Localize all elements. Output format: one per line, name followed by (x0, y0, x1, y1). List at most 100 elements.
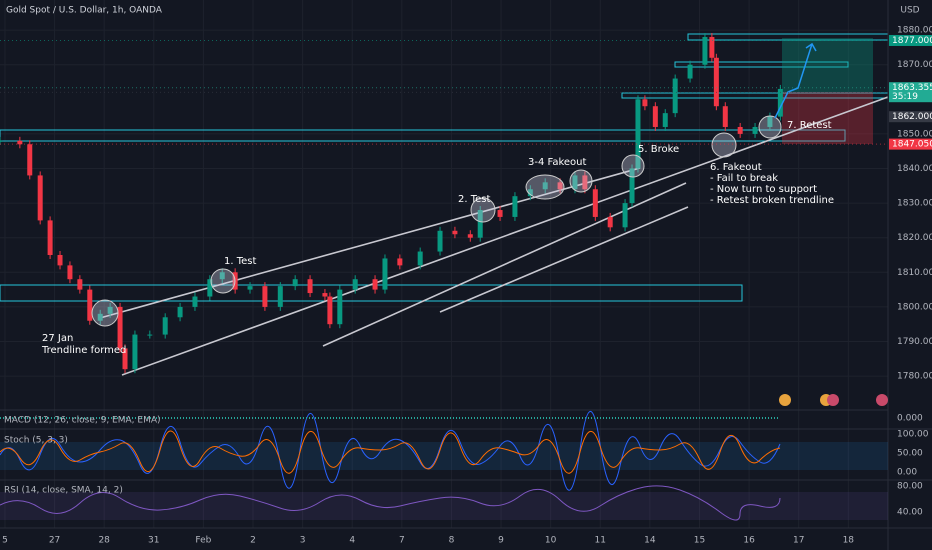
candle (117, 306, 123, 349)
trendline (121, 96, 889, 376)
annotation: Trendline formed (41, 345, 126, 356)
candle (382, 258, 388, 290)
y-tick-label: 1850.000 (897, 129, 932, 139)
pane-label: Stoch (5, 3, 3) (4, 436, 68, 446)
candle (327, 296, 333, 325)
candle (592, 189, 598, 217)
x-tick-label: 11 (595, 536, 606, 546)
zone (0, 129, 846, 142)
candle (737, 126, 743, 134)
candle (307, 279, 313, 294)
candle (572, 175, 578, 190)
price-label: 1862.000 (892, 112, 932, 122)
event-icon[interactable] (876, 394, 888, 406)
y-tick-label: 1800.000 (897, 302, 932, 312)
marker (525, 174, 565, 200)
marker (470, 197, 496, 223)
candle (277, 286, 283, 307)
candle (417, 251, 423, 266)
x-tick-label: Feb (195, 536, 211, 546)
candle (622, 203, 628, 228)
candles (0, 33, 783, 374)
candle (652, 106, 658, 127)
pane-label: MACD (12, 26, close, 9, EMA, EMA) (4, 416, 161, 426)
candle (607, 216, 613, 228)
stoch-band (0, 442, 888, 470)
grid (0, 0, 888, 528)
event-icon[interactable] (827, 394, 839, 406)
x-tick-label: 14 (644, 536, 656, 546)
event-icon[interactable] (779, 394, 791, 406)
pane-tick-label: 50.00 (897, 449, 923, 459)
x-tick-label: 4 (349, 536, 355, 546)
candle (107, 306, 113, 314)
y-tick-label: 1830.000 (897, 199, 932, 209)
pane-tick-label: 80.00 (897, 482, 923, 492)
zone (674, 61, 849, 68)
candle (37, 175, 43, 221)
candle (57, 254, 63, 266)
annotation: 6. Fakeout (710, 162, 762, 173)
pane-tick-label: 0.00 (897, 468, 917, 478)
x-tick-label: 7 (399, 536, 405, 546)
annotation: 7. Retest (787, 120, 832, 131)
chart-title: Gold Spot / U.S. Dollar, 1h, OANDA (6, 6, 163, 16)
candle (557, 182, 563, 190)
rsi-line (0, 485, 781, 521)
x-tick-label: 27 (49, 536, 60, 546)
candle (542, 182, 548, 190)
candle (672, 78, 678, 114)
candle (477, 210, 483, 238)
x-tick-label: 3 (300, 536, 306, 546)
candle (292, 279, 298, 287)
x-tick-label: 8 (449, 536, 455, 546)
candle (629, 168, 635, 204)
candle (642, 99, 648, 107)
candle (122, 348, 128, 370)
candle (67, 265, 73, 280)
target-zone (782, 38, 873, 92)
marker (91, 299, 119, 327)
candle (77, 279, 83, 290)
candle (247, 286, 253, 290)
candle (97, 313, 103, 321)
price-label-box (889, 111, 932, 123)
candle (162, 317, 168, 335)
price-label-box (889, 34, 932, 46)
stop-zone (782, 92, 873, 144)
currency: USD (900, 6, 919, 16)
stoch-signal (0, 430, 781, 474)
trendline (439, 206, 689, 313)
x-tick-label: 31 (148, 536, 159, 546)
price-label-box (889, 82, 932, 103)
y-tick-label: 1820.000 (897, 233, 932, 243)
y-tick-label: 1780.000 (897, 372, 932, 382)
candle (777, 88, 783, 117)
pane-tick-label: 100.00 (897, 430, 929, 440)
candle (497, 210, 503, 217)
candle (0, 140, 3, 142)
candle (372, 279, 378, 290)
arrow-head (805, 42, 817, 52)
marker (758, 115, 782, 139)
pane-tick-label: 0.000 (897, 414, 923, 424)
candle (662, 113, 668, 127)
candle (192, 296, 198, 307)
candle (207, 279, 213, 297)
candle (47, 220, 53, 255)
y-tick-label: 1880.000 (897, 26, 932, 36)
candle (322, 293, 328, 297)
price-label: 1863.355 (892, 83, 932, 93)
candle (352, 279, 358, 290)
y-tick-label: 1810.000 (897, 268, 932, 278)
candle (635, 99, 641, 169)
price-countdown: 35:19 (892, 92, 918, 102)
annotation: 1. Test (224, 256, 256, 267)
candle (219, 272, 225, 280)
x-tick-label: 18 (843, 536, 855, 546)
marker (621, 154, 645, 178)
x-tick-label: 15 (694, 536, 705, 546)
marker (711, 132, 737, 158)
x-tick-label: 28 (98, 536, 110, 546)
